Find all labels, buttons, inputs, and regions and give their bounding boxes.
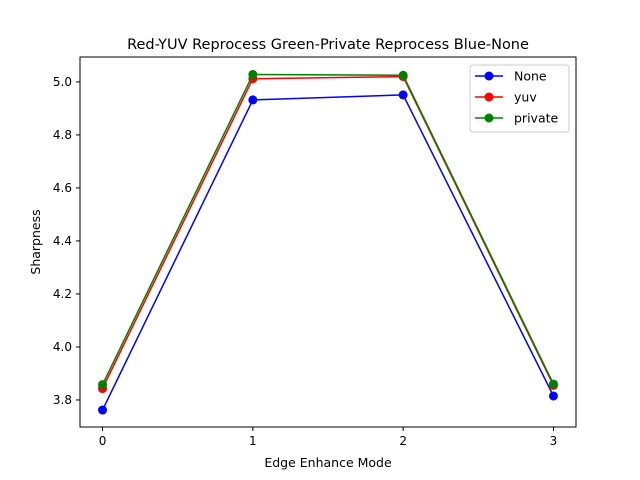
legend-marker [484, 92, 494, 102]
data-point-None [398, 90, 408, 100]
y-tick-label: 4.2 [53, 287, 72, 301]
y-tick-label: 4.4 [53, 234, 72, 248]
legend: None yuv private [469, 64, 570, 133]
series-line-None [101, 94, 555, 411]
data-point-private [398, 70, 408, 80]
legend-label: yuv [514, 90, 537, 105]
legend-marker [484, 113, 494, 123]
legend-label: private [514, 111, 559, 126]
chart-title: Red-YUV Reprocess Green-Private Reproces… [127, 37, 529, 53]
y-axis-label: Sharpness [28, 209, 43, 274]
data-point-private [98, 380, 108, 390]
y-tick-label: 3.8 [53, 393, 72, 407]
data-point-private [548, 379, 558, 389]
y-tick-label: 4.0 [53, 340, 72, 354]
legend-marker [484, 71, 494, 81]
plot-area-frame [79, 56, 577, 428]
x-tick-label: 1 [249, 434, 257, 448]
y-tick-label: 4.6 [53, 181, 72, 195]
y-tick-label: 5.0 [53, 75, 72, 89]
y-tick-label: 4.8 [53, 128, 72, 142]
x-tick-label: 3 [550, 434, 558, 448]
x-tick-label: 0 [99, 434, 107, 448]
x-axis-label: Edge Enhance Mode [264, 455, 392, 470]
data-point-None [548, 391, 558, 401]
legend-label: None [514, 69, 547, 84]
data-point-None [98, 405, 108, 415]
legend-box [469, 64, 570, 133]
series-line-private [101, 73, 555, 385]
data-point-private [248, 69, 258, 79]
x-tick-label: 2 [399, 434, 407, 448]
data-point-None [248, 95, 258, 105]
